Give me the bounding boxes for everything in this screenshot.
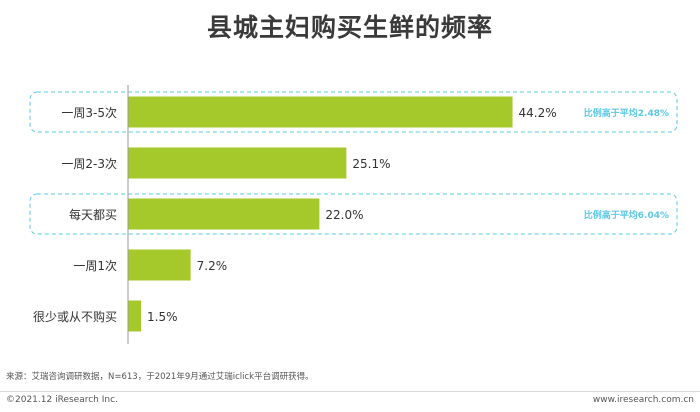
data-label: 1.5% [147,310,178,324]
category-label: 一周2-3次 [61,157,117,171]
bar [128,300,142,332]
category-label: 很少或从不购买 [33,309,117,324]
data-label: 22.0% [325,208,363,222]
bar [128,198,320,230]
category-label: 一周1次 [73,259,117,273]
highlight-box [29,91,678,133]
bar [128,147,347,179]
annotation-label: 比例高于平均2.48% [584,107,669,119]
bar [128,249,191,281]
data-label: 25.1% [352,157,390,171]
website-link[interactable]: www.iresearch.com.cn [592,395,694,405]
highlight-box [29,193,678,235]
footer-divider [0,391,700,392]
bar-chart: 比例高于平均2.48% 一周3-5次 44.2% 一周2-3次 25.1% 比例高于平均6… [29,85,678,344]
copyright-text: ©2021.12 iResearch Inc. [6,395,118,405]
data-label: 7.2% [197,259,228,273]
source-note: 来源：艾瑞咨询调研数据，N=613，于2021年9月通过艾瑞iclick平台调研… [6,372,314,382]
bar [128,96,513,128]
page-title: 县城主妇购买生鲜的频率 [206,13,493,42]
category-label: 一周3-5次 [61,106,117,120]
category-label: 每天都买 [69,207,117,222]
annotation-label: 比例高于平均6.04% [584,209,669,221]
data-label: 44.2% [519,106,557,120]
